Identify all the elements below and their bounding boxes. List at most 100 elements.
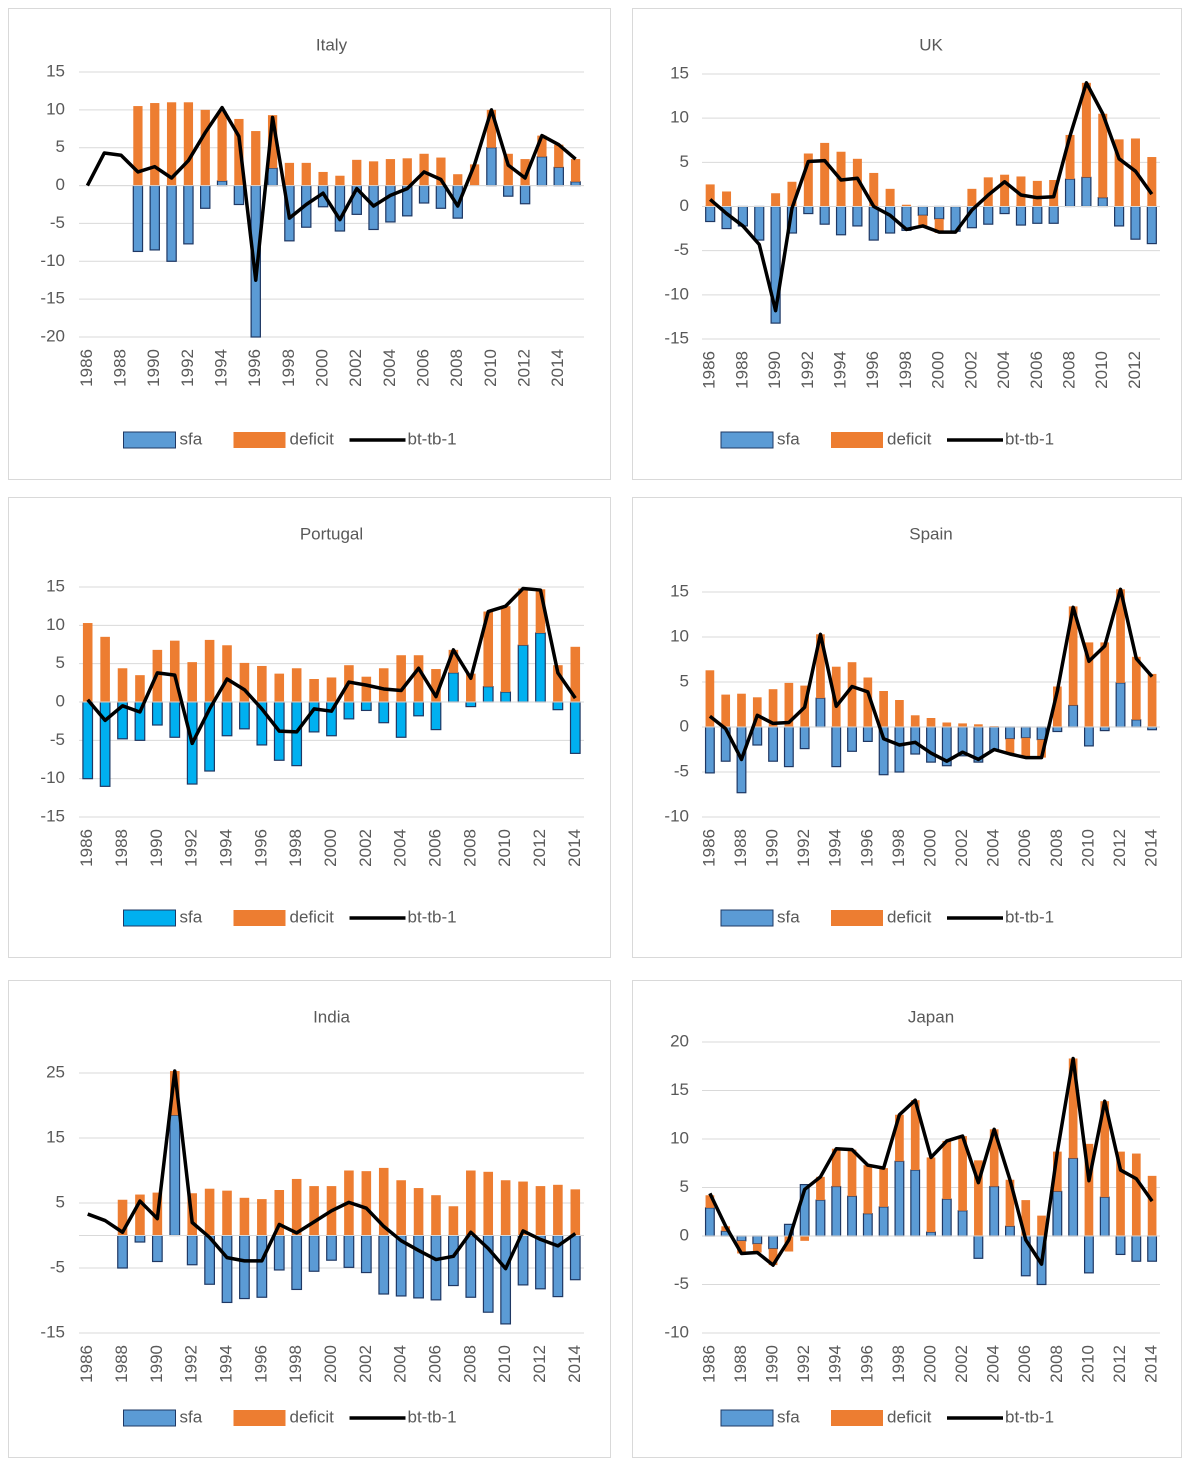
legend-label: deficit	[290, 1407, 335, 1426]
bar	[465, 1234, 477, 1298]
bar	[200, 184, 211, 209]
x-tick-label: 2006	[1015, 829, 1034, 867]
bar	[251, 131, 261, 186]
panel-border	[8, 8, 611, 480]
y-tick-label: 5	[56, 1192, 65, 1211]
x-tick-label: 2000	[313, 349, 332, 387]
bar	[847, 662, 857, 727]
bar	[768, 1248, 778, 1266]
bar	[1131, 656, 1141, 720]
bar	[149, 184, 160, 251]
bar	[1131, 1235, 1142, 1262]
bar	[926, 718, 936, 727]
legend-swatch	[233, 1410, 286, 1426]
bar	[413, 655, 424, 702]
bar	[879, 1168, 888, 1207]
bar	[704, 1207, 715, 1237]
bar	[803, 153, 813, 207]
bar	[1016, 176, 1026, 207]
legend-swatch	[123, 1409, 176, 1427]
bar	[863, 1165, 873, 1214]
bar	[768, 1235, 779, 1250]
bar	[169, 1071, 180, 1116]
y-tick-label: 15	[670, 1080, 689, 1099]
bar	[132, 184, 144, 253]
bar	[816, 1176, 825, 1201]
bar	[1037, 1215, 1046, 1236]
bar	[1098, 113, 1108, 198]
x-tick-label: 2000	[920, 1345, 939, 1383]
bar	[803, 205, 814, 215]
y-tick-label: 10	[46, 99, 65, 118]
bar	[1100, 1101, 1110, 1198]
bar	[768, 689, 778, 727]
bar	[326, 1234, 337, 1261]
legend-swatch	[233, 910, 286, 926]
y-tick-label: 10	[670, 1128, 689, 1147]
bar	[989, 726, 1000, 751]
x-tick-label: 2008	[460, 1345, 479, 1383]
bar	[1100, 642, 1110, 727]
y-tick-label: 15	[46, 61, 65, 80]
bar	[402, 158, 412, 186]
y-tick-label: -5	[674, 1274, 689, 1293]
bar	[453, 174, 463, 186]
legend-label: sfa	[180, 1407, 203, 1426]
bar	[216, 180, 228, 187]
x-tick-label: 1988	[731, 829, 750, 867]
x-tick-label: 1994	[217, 1345, 236, 1383]
bar	[535, 1186, 546, 1236]
panel-border	[632, 8, 1182, 480]
line-series	[709, 81, 1154, 313]
x-tick-label: 2012	[1110, 829, 1129, 867]
bar	[1053, 1151, 1062, 1192]
bar	[815, 697, 826, 728]
bar	[553, 1184, 563, 1236]
x-tick-label: 1992	[794, 829, 813, 867]
chart-title: Italy	[316, 35, 348, 54]
bar	[385, 159, 396, 186]
bar	[934, 205, 945, 220]
bar	[878, 1206, 889, 1237]
bar	[256, 1234, 268, 1298]
x-tick-label: 1990	[144, 349, 163, 387]
line-series	[708, 1056, 1154, 1267]
y-tick-label: -5	[674, 240, 689, 259]
y-tick-label: 10	[670, 108, 689, 127]
bar	[1005, 1225, 1015, 1237]
x-tick-label: 1990	[147, 829, 166, 867]
x-tick-label: 1994	[831, 351, 850, 389]
bar	[431, 1195, 441, 1236]
x-tick-label: 1986	[77, 1345, 96, 1383]
x-tick-label: 2006	[1027, 351, 1046, 389]
bar	[1005, 738, 1015, 754]
x-tick-label: 2002	[356, 1345, 375, 1383]
bar	[291, 668, 302, 702]
bar	[343, 701, 355, 720]
x-tick-label: 2014	[1142, 1345, 1161, 1383]
bar	[910, 1100, 920, 1171]
bar	[869, 172, 879, 207]
bar	[1065, 134, 1075, 180]
bar	[187, 662, 197, 702]
bar	[570, 1189, 581, 1236]
x-tick-label: 1990	[765, 351, 784, 389]
x-tick-label: 1996	[863, 351, 882, 389]
y-tick-label: 15	[46, 1127, 65, 1146]
bar	[100, 636, 110, 702]
x-tick-label: 2008	[460, 829, 479, 867]
bar	[705, 1195, 715, 1208]
bar	[957, 1210, 968, 1237]
bar	[500, 1234, 512, 1325]
legend-label: bt-tb-1	[408, 429, 457, 448]
bar	[879, 691, 888, 727]
x-tick-label: 2010	[1078, 1345, 1097, 1383]
x-tick-label: 2002	[356, 829, 375, 867]
bar	[570, 646, 581, 702]
bar	[704, 726, 715, 774]
bar	[847, 726, 857, 752]
x-tick-label: 1986	[700, 351, 719, 389]
bar	[430, 701, 442, 731]
x-tick-label: 2004	[984, 829, 1003, 867]
